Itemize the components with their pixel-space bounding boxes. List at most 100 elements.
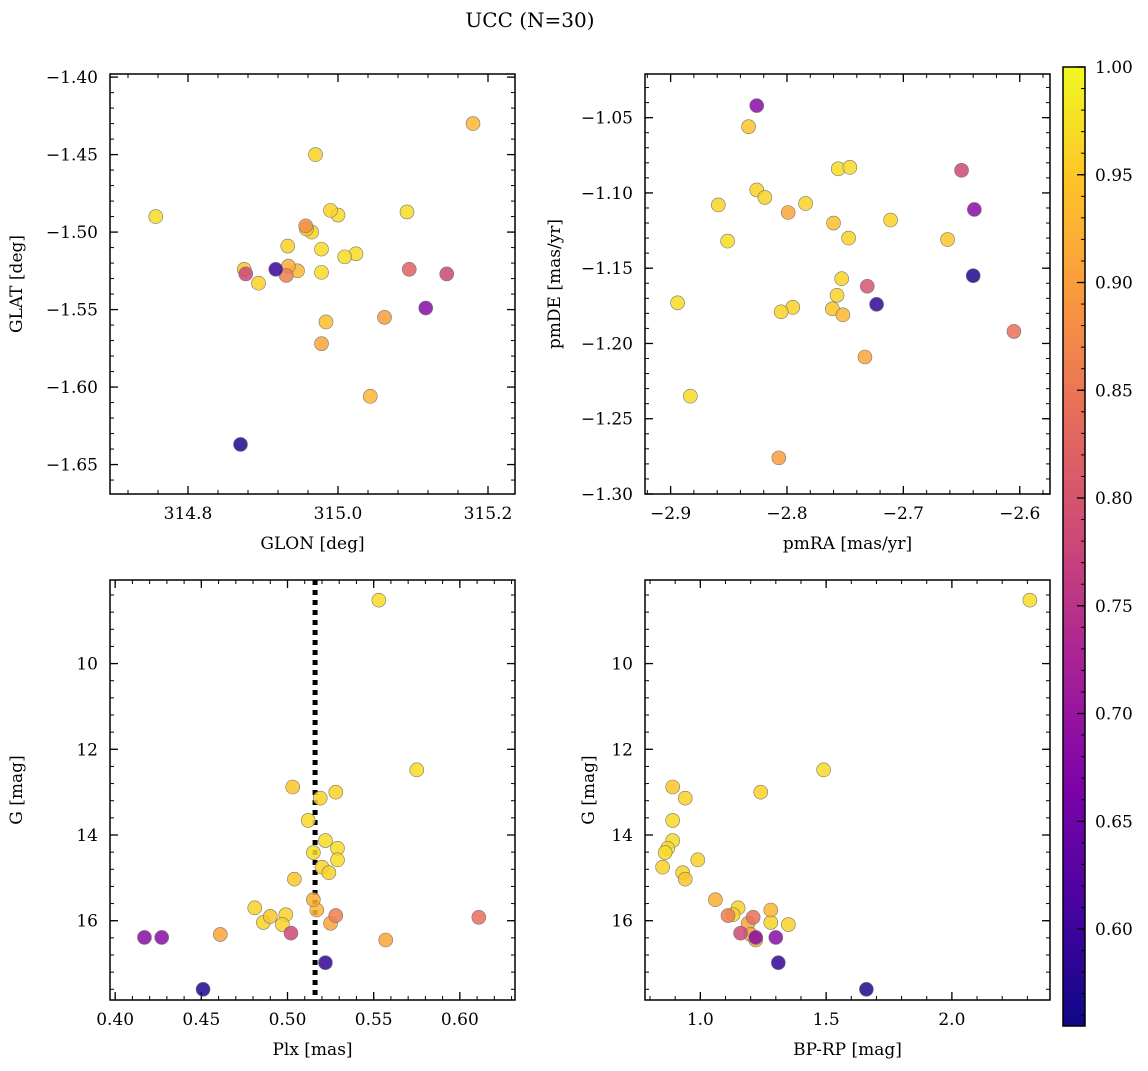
data-point [834,271,849,287]
data-point [308,147,323,162]
y-tick-label: 12 [76,740,98,760]
data-point [371,592,387,608]
data-point [137,930,152,945]
colorbar-tick-label: 0.85 [1095,381,1133,401]
y-tick-label: 16 [611,912,633,932]
data-point [318,955,333,971]
data-point [683,388,698,404]
plot-area [670,98,1022,466]
y-tick-label: −1.05 [581,109,633,129]
data-point [841,230,856,246]
y-tick-label: −1.45 [46,146,98,166]
x-tick-label: 2.0 [938,1010,965,1030]
x-tick-label: 0.50 [269,1010,307,1030]
data-point [741,119,756,134]
data-point [323,203,338,218]
y-tick-label: 14 [611,826,633,846]
colorbar: 1.00 0.95 0.90 0.85 0.80 0.75 0.70 0.65 0.60 [1062,58,1133,1027]
data-point [154,930,170,945]
colorbar-tick-label: 0.70 [1095,705,1133,725]
x-axis-label: Plx [mas] [272,1040,352,1060]
y-axis-label: G [mag] [7,755,27,824]
data-point [306,845,321,860]
data-point [283,925,299,941]
x-tick-label: 0.40 [96,1010,134,1030]
panel-pmra-pmde: −2.9 −2.8 −2.7 −2.6 −1.05 −1.10 −1.15 −1.20 −1.2… [545,73,1051,554]
x-tick-label: −2.8 [766,504,807,524]
data-point [298,218,314,234]
data-point [418,300,434,316]
x-tick-label: −2.6 [999,504,1040,524]
data-point [306,892,321,908]
data-point [328,784,344,800]
y-tick-label: −1.20 [581,334,633,354]
data-point [753,784,769,800]
colorbar-tick-label: 1.00 [1095,58,1133,78]
data-point [965,268,981,284]
x-tick-label: −2.7 [883,504,924,524]
data-point [330,852,345,868]
data-point [720,233,735,249]
data-point [471,909,487,925]
panel-plx-g: 0.40 0.45 0.50 0.55 0.60 10 12 14 16 Plx [mas] G [… [7,579,516,1060]
data-point [251,275,266,291]
y-tick-label: 12 [611,740,633,760]
data-point [763,915,779,930]
data-point [771,450,787,466]
data-point [749,98,765,113]
x-axis-label: GLON [deg] [260,534,364,554]
data-point [967,202,982,217]
colorbar-tick-label: 0.75 [1095,597,1133,617]
plot-area [655,592,1038,997]
y-tick-label: −1.65 [46,456,98,476]
data-point [829,287,845,303]
data-point [314,265,329,280]
data-point [768,930,784,945]
data-point [212,927,228,942]
x-tick-label: 1.5 [813,1010,840,1030]
data-point [378,932,394,948]
data-point [781,917,796,932]
data-point [318,314,334,330]
y-tick-label: 14 [76,826,98,846]
data-point [780,205,796,220]
data-point [285,779,300,795]
data-point [816,762,831,778]
y-tick-label: −1.40 [46,68,98,88]
axes-frame [644,579,1051,1001]
data-point [665,813,680,828]
data-point [670,295,685,311]
data-point [377,310,392,325]
x-axis-label: BP-RP [mag] [793,1040,902,1060]
y-axis-label: pmDE [mas/yr] [545,219,565,349]
colorbar-tick-label: 0.90 [1095,274,1133,294]
y-tick-label: −1.30 [581,485,633,505]
data-point [940,232,955,247]
data-point [337,249,353,265]
data-point [708,892,723,908]
colorbar-gradient [1062,66,1086,1027]
x-tick-label: 315.0 [314,504,363,524]
data-point [321,865,337,881]
y-tick-label: 16 [76,912,98,932]
data-point [280,238,296,254]
data-point [954,163,969,178]
data-point [300,813,316,828]
axes-frame [109,73,516,495]
x-tick-label: 0.60 [441,1010,479,1030]
data-point [677,790,693,806]
data-point [148,209,164,224]
data-point [1022,592,1038,608]
data-point [842,160,858,175]
data-point [720,908,736,923]
data-point [195,981,211,997]
data-point [328,908,344,923]
data-point [238,266,254,282]
data-point [401,261,417,277]
data-point [733,925,748,941]
y-tick-label: −1.60 [46,378,98,398]
data-point [247,900,263,916]
colorbar-tick-label: 0.60 [1095,920,1133,940]
